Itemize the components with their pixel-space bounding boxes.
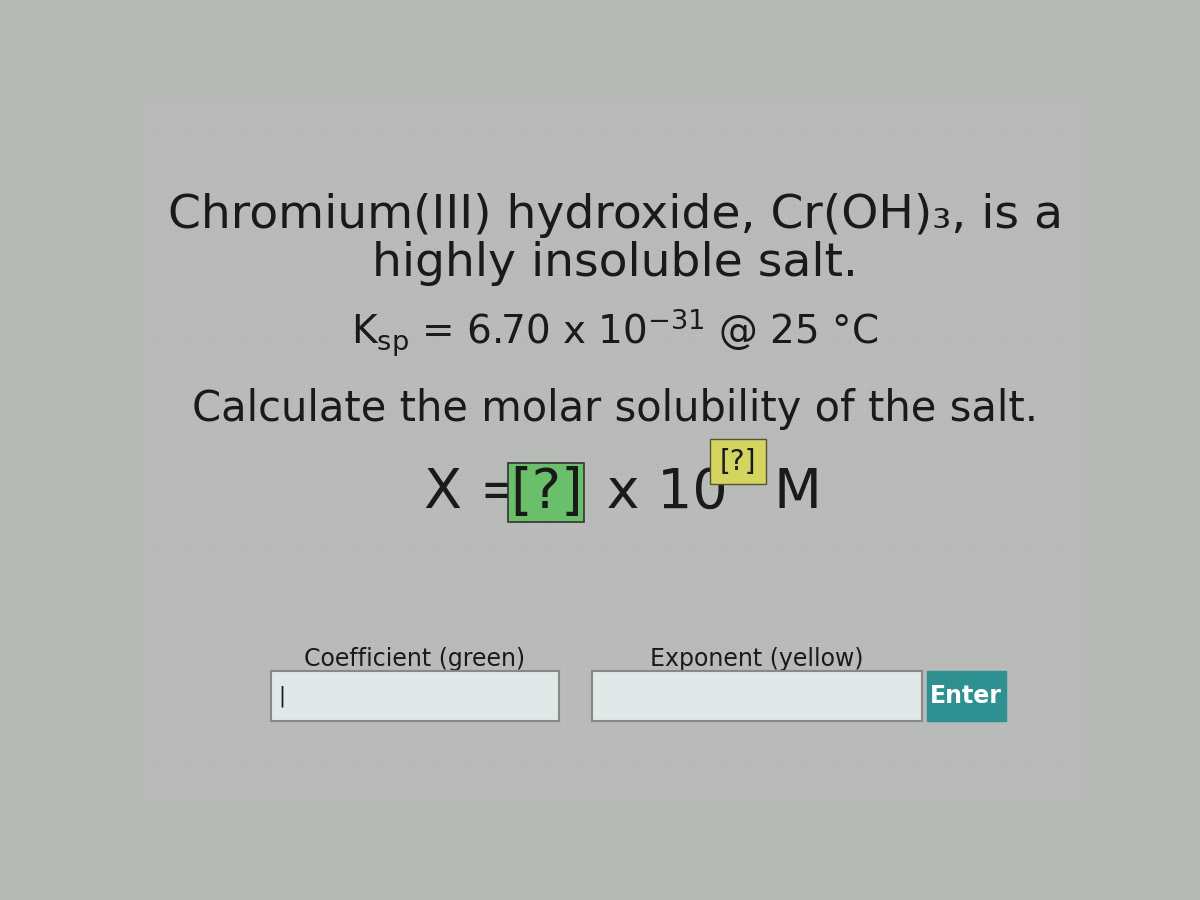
FancyBboxPatch shape bbox=[710, 439, 766, 484]
Text: K$_{\mathrm{sp}}$ = 6.70 x 10$^{-31}$ @ 25 °C: K$_{\mathrm{sp}}$ = 6.70 x 10$^{-31}$ @ … bbox=[352, 307, 878, 359]
Text: Chromium(III) hydroxide, Cr(OH)₃, is a: Chromium(III) hydroxide, Cr(OH)₃, is a bbox=[168, 193, 1062, 238]
Text: |: | bbox=[278, 686, 286, 707]
Text: highly insoluble salt.: highly insoluble salt. bbox=[372, 241, 858, 286]
Text: M: M bbox=[773, 465, 821, 519]
FancyBboxPatch shape bbox=[508, 464, 584, 522]
Text: x 10: x 10 bbox=[589, 465, 727, 519]
FancyBboxPatch shape bbox=[271, 671, 559, 721]
Text: [?]: [?] bbox=[510, 465, 582, 519]
Text: Calculate the molar solubility of the salt.: Calculate the molar solubility of the sa… bbox=[192, 389, 1038, 430]
Text: Exponent (yellow): Exponent (yellow) bbox=[650, 647, 864, 670]
FancyBboxPatch shape bbox=[592, 671, 922, 721]
Text: X =: X = bbox=[425, 465, 544, 519]
Text: [?]: [?] bbox=[720, 448, 756, 476]
Text: Coefficient (green): Coefficient (green) bbox=[305, 647, 526, 670]
FancyBboxPatch shape bbox=[926, 671, 1006, 721]
Text: Enter: Enter bbox=[930, 684, 1002, 708]
